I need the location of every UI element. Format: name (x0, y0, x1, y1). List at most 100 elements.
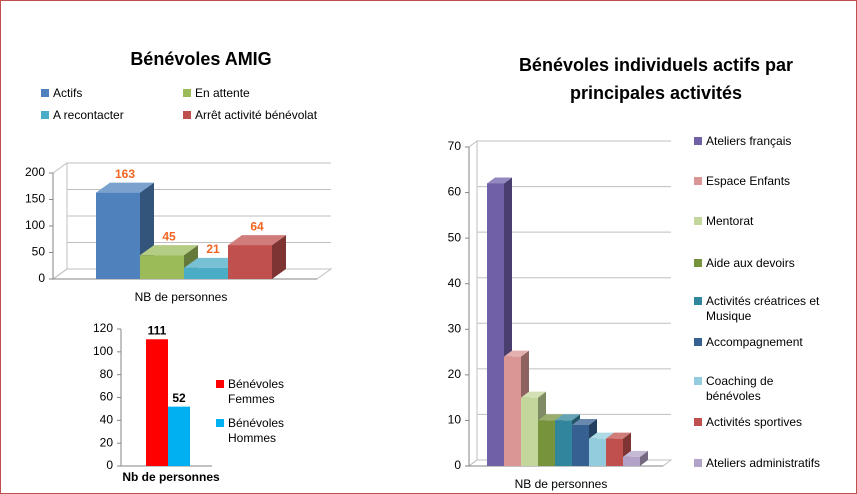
legend-swatch (41, 89, 49, 97)
legend-label: Actifs (53, 86, 83, 100)
legend-label: Arrêt activité bénévolat (195, 108, 318, 122)
bar-top (96, 182, 154, 193)
legend-label: Activités créatrices et Musique (706, 294, 820, 323)
y-tick-label: 200 (25, 165, 45, 179)
y-tick-label: 50 (32, 245, 46, 259)
y-tick-label: 120 (93, 321, 113, 335)
legend-label: Activités sportives (706, 415, 803, 429)
data-label: 163 (115, 167, 135, 181)
bar-top (140, 245, 198, 256)
bar (504, 356, 521, 466)
legend-item: Actifs (41, 86, 173, 101)
legend-item: Arrêt activité bénévolat (183, 108, 355, 123)
y-tick-label: 80 (100, 367, 114, 381)
legend-item: A recontacter (41, 108, 173, 123)
legend-swatch (694, 297, 702, 305)
legend-item: En attente (183, 86, 315, 101)
y-tick-label: 70 (448, 139, 462, 153)
y-tick-label: 40 (448, 276, 462, 290)
bar-top (606, 432, 631, 439)
bar-top (538, 414, 563, 421)
bar (146, 339, 168, 466)
bar (538, 420, 555, 466)
bar (487, 183, 504, 466)
bar-top (555, 414, 580, 421)
y-tick-label: 10 (448, 413, 462, 427)
back-wall (468, 140, 478, 467)
legend-swatch (694, 459, 702, 467)
y-tick-label: 30 (448, 321, 462, 335)
bar (521, 397, 538, 466)
legend-item: Bénévoles Hommes (216, 416, 318, 446)
legend-label: Accompagnement (706, 335, 803, 349)
legend-label: Mentorat (706, 214, 754, 228)
bar (606, 438, 623, 466)
bar-top (589, 432, 614, 439)
bar (572, 424, 589, 466)
y-tick-label: 60 (100, 390, 114, 404)
x-category-label: Nb de personnes (122, 470, 220, 484)
legend-label: Aide aux devoirs (706, 256, 795, 270)
y-tick-label: 50 (448, 230, 462, 244)
x-category-label: NB de personnes (135, 290, 228, 304)
bar (589, 438, 606, 466)
legend-swatch (41, 111, 49, 119)
legend-item: Activités sportives (694, 415, 836, 430)
legend-item: Accompagnement (694, 335, 836, 350)
bar (555, 420, 572, 466)
legend-item: Espace Enfants (694, 174, 836, 189)
data-label: 45 (162, 229, 176, 243)
legend-swatch (694, 377, 702, 385)
legend-item: Ateliers français (694, 134, 836, 149)
legend-label: En attente (195, 86, 250, 100)
bar-side (272, 235, 286, 279)
legend-label: Bénévoles Femmes (228, 377, 285, 406)
x-category-label: NB de personnes (515, 477, 608, 491)
bar (623, 456, 640, 466)
legend-item: Aide aux devoirs (694, 256, 836, 271)
legend-swatch (694, 177, 702, 185)
y-tick-label: 60 (448, 185, 462, 199)
legend-label: Coaching de bénévoles (706, 374, 774, 403)
bar-top (504, 350, 529, 357)
y-tick-label: 20 (100, 435, 114, 449)
legend-swatch (216, 419, 224, 427)
data-label: 52 (172, 391, 186, 405)
bar (184, 267, 228, 279)
legend-item: Coaching de bénévoles (694, 374, 796, 404)
data-label: 64 (250, 219, 264, 233)
y-tick-label: 100 (25, 218, 45, 232)
bar-top (184, 257, 242, 268)
y-tick-label: 0 (38, 271, 45, 285)
bar-top (623, 450, 648, 457)
legend-swatch (694, 137, 702, 145)
bar (168, 406, 190, 466)
legend-swatch (694, 418, 702, 426)
y-tick-label: 150 (25, 192, 45, 206)
legend-swatch (216, 380, 224, 388)
bar-top (228, 235, 286, 246)
legend-label: Ateliers français (706, 134, 792, 148)
data-label: 111 (148, 323, 167, 337)
bar-top (521, 391, 546, 398)
bar-side (640, 450, 648, 466)
data-label: 21 (206, 242, 220, 256)
legend-item: Mentorat (694, 214, 836, 229)
bar (140, 255, 184, 279)
y-tick-label: 100 (93, 344, 113, 358)
legend-swatch (183, 111, 191, 119)
legend-label: Bénévoles Hommes (228, 416, 285, 445)
legend-swatch (183, 89, 191, 97)
chart-title: Bénévoles AMIG (130, 49, 272, 69)
legend-item: Bénévoles Femmes (216, 377, 318, 407)
chart-title: Bénévoles individuels actifs par princip… (518, 55, 794, 103)
back-wall (52, 162, 68, 280)
bar-top (487, 177, 512, 184)
legend-swatch (694, 217, 702, 225)
y-tick-label: 0 (106, 458, 113, 472)
bar (228, 245, 272, 279)
legend-label: A recontacter (53, 108, 124, 122)
legend-item: Activités créatrices et Musique (694, 294, 831, 324)
